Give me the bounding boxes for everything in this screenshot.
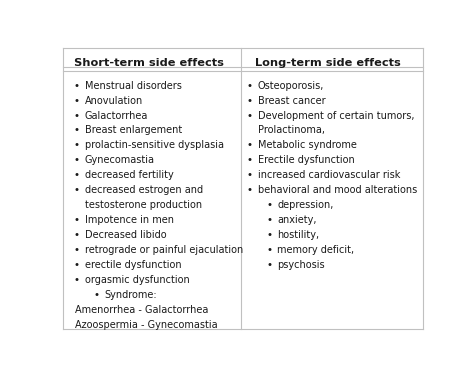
- Text: •: •: [74, 275, 80, 285]
- Text: Short-term side effects: Short-term side effects: [74, 58, 224, 68]
- Text: decreased fertility: decreased fertility: [85, 170, 173, 180]
- Text: •: •: [74, 185, 80, 195]
- Text: Amenorrhea - Galactorrhea: Amenorrhea - Galactorrhea: [75, 305, 209, 315]
- Text: •: •: [74, 140, 80, 150]
- Text: decreased estrogen and: decreased estrogen and: [85, 185, 203, 195]
- Text: psychosis: psychosis: [277, 260, 325, 270]
- Text: prolactin-sensitive dysplasia: prolactin-sensitive dysplasia: [85, 140, 224, 150]
- Text: Azoospermia - Gynecomastia: Azoospermia - Gynecomastia: [75, 320, 218, 330]
- Text: •: •: [93, 290, 99, 300]
- Text: Long-term side effects: Long-term side effects: [255, 58, 401, 68]
- Text: erectile dysfunction: erectile dysfunction: [85, 260, 182, 270]
- Text: •: •: [247, 185, 253, 195]
- Text: hostility,: hostility,: [277, 230, 319, 240]
- Text: •: •: [74, 245, 80, 255]
- Text: behavioral and mood alterations: behavioral and mood alterations: [258, 185, 417, 195]
- Text: •: •: [247, 140, 253, 150]
- Text: Anovulation: Anovulation: [85, 95, 143, 106]
- Text: •: •: [266, 215, 272, 225]
- Text: •: •: [74, 95, 80, 106]
- Text: •: •: [266, 245, 272, 255]
- Text: •: •: [247, 95, 253, 106]
- Text: •: •: [74, 81, 80, 91]
- Text: •: •: [247, 81, 253, 91]
- Text: orgasmic dysfunction: orgasmic dysfunction: [85, 275, 190, 285]
- Text: •: •: [247, 155, 253, 165]
- Text: •: •: [247, 170, 253, 180]
- Text: •: •: [266, 200, 272, 210]
- Text: Gynecomastia: Gynecomastia: [85, 155, 155, 165]
- Text: Osteoporosis,: Osteoporosis,: [258, 81, 324, 91]
- Text: memory deficit,: memory deficit,: [277, 245, 354, 255]
- Text: •: •: [266, 260, 272, 270]
- Text: depression,: depression,: [277, 200, 334, 210]
- Text: •: •: [74, 215, 80, 225]
- Text: Breast cancer: Breast cancer: [258, 95, 326, 106]
- Text: Syndrome:: Syndrome:: [104, 290, 157, 300]
- Text: retrograde or painful ejaculation: retrograde or painful ejaculation: [85, 245, 243, 255]
- Text: anxiety,: anxiety,: [277, 215, 317, 225]
- Text: testosterone production: testosterone production: [85, 200, 202, 210]
- Text: Impotence in men: Impotence in men: [85, 215, 174, 225]
- Text: •: •: [266, 230, 272, 240]
- Text: Erectile dysfunction: Erectile dysfunction: [258, 155, 355, 165]
- Text: Breast enlargement: Breast enlargement: [85, 125, 182, 135]
- Text: increased cardiovascular risk: increased cardiovascular risk: [258, 170, 401, 180]
- Text: •: •: [74, 110, 80, 120]
- Text: Metabolic syndrome: Metabolic syndrome: [258, 140, 357, 150]
- Text: •: •: [74, 260, 80, 270]
- Text: Prolactinoma,: Prolactinoma,: [258, 125, 325, 135]
- Text: •: •: [74, 155, 80, 165]
- Text: •: •: [247, 110, 253, 120]
- Text: Menstrual disorders: Menstrual disorders: [85, 81, 182, 91]
- Text: •: •: [74, 170, 80, 180]
- Text: Galactorrhea: Galactorrhea: [85, 110, 148, 120]
- Text: •: •: [74, 125, 80, 135]
- Text: Decreased libido: Decreased libido: [85, 230, 166, 240]
- Text: •: •: [74, 230, 80, 240]
- Text: Development of certain tumors,: Development of certain tumors,: [258, 110, 414, 120]
